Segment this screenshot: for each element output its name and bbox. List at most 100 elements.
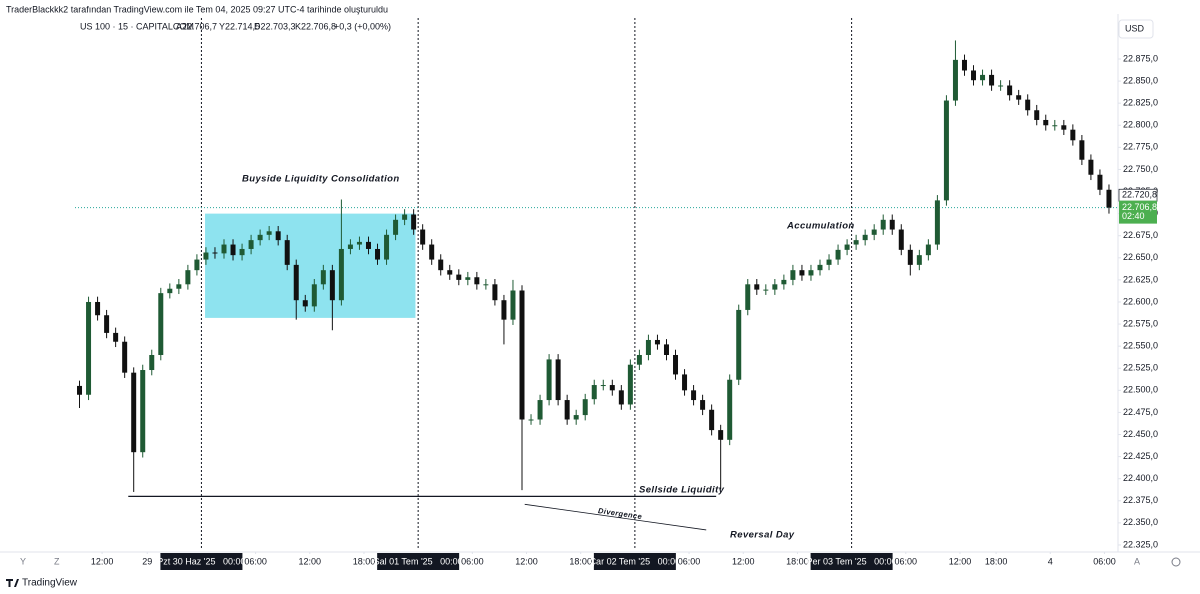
- zone: [205, 213, 416, 318]
- candle-body: [122, 341, 128, 373]
- candle-body: [790, 270, 796, 280]
- candle-body: [456, 274, 462, 280]
- price-marker-label: 22.720,8: [1122, 190, 1157, 200]
- candle-body: [754, 284, 760, 290]
- candle-body: [736, 309, 742, 380]
- candle-body: [952, 59, 958, 101]
- candle-body: [582, 399, 588, 416]
- countdown: 02:40: [1122, 211, 1145, 221]
- y-tick-label: 22.375,0: [1123, 495, 1158, 505]
- candle-body: [907, 249, 913, 265]
- candle-body: [934, 200, 940, 245]
- candle-body: [663, 344, 669, 355]
- candle-body: [311, 284, 317, 307]
- candle-body: [826, 259, 832, 265]
- y-tick-label: 22.600,0: [1123, 296, 1158, 306]
- y-tick-label: 22.525,0: [1123, 363, 1158, 373]
- axis-button[interactable]: Z: [54, 556, 60, 566]
- candle-body: [898, 229, 904, 250]
- annotation: Sellside Liquidity: [639, 485, 725, 496]
- candle-body: [347, 244, 353, 249]
- candle-body: [275, 231, 281, 241]
- x-tick-label: 12:00: [949, 556, 972, 566]
- candle-body: [573, 415, 579, 420]
- candle-body: [555, 359, 561, 401]
- candle-body: [320, 270, 326, 285]
- open-value: A22.706,7: [176, 21, 217, 31]
- candle-body: [609, 385, 615, 391]
- y-tick-label: 22.675,0: [1123, 230, 1158, 240]
- candle-body: [492, 284, 498, 301]
- candle-body: [781, 279, 787, 285]
- candle-body: [600, 385, 606, 387]
- candle-body: [212, 252, 218, 254]
- x-tick-label: 4: [1048, 556, 1053, 566]
- x-tick-label: 18:00: [569, 556, 592, 566]
- change-value: +0,3 (+0,00%): [334, 21, 391, 31]
- candle-body: [916, 255, 922, 265]
- candle-body: [654, 339, 660, 345]
- axis-button[interactable]: A: [1134, 556, 1140, 566]
- axis-button[interactable]: Y: [20, 556, 26, 566]
- symbol: US 100 · 15 · CAPITALCOM: [80, 21, 194, 31]
- candle-body: [1007, 85, 1013, 96]
- trend-line: [524, 503, 707, 531]
- candle-body: [853, 240, 859, 245]
- candle-body: [1088, 159, 1094, 175]
- candle-body: [519, 290, 525, 420]
- x-tick-label: 18:00: [786, 556, 809, 566]
- candle-body: [104, 315, 110, 333]
- candle-body: [1043, 119, 1049, 126]
- candle-body: [1061, 125, 1067, 130]
- last-price-label: 22.706,8: [1122, 202, 1157, 212]
- candle-body: [185, 270, 191, 285]
- candle-body: [338, 248, 344, 301]
- logo: [6, 579, 19, 587]
- time-label-box: [377, 553, 460, 570]
- candle-body: [961, 59, 967, 71]
- candle-body: [465, 277, 471, 280]
- y-tick-label: 22.775,0: [1123, 142, 1158, 152]
- candle-body: [221, 244, 227, 254]
- candle-body: [727, 379, 733, 440]
- annotation: Buyside Liquidity Consolidation: [242, 174, 400, 185]
- x-tick-label: 18:00: [985, 556, 1008, 566]
- x-tick-label: 12:00: [299, 556, 322, 566]
- candle-body: [411, 214, 417, 230]
- x-tick-label: Per 03 Tem '25 00:00: [807, 556, 897, 566]
- x-tick-label: 12:00: [732, 556, 755, 566]
- candle-body: [302, 300, 308, 307]
- candle-body: [429, 244, 435, 260]
- candle-body: [546, 359, 552, 401]
- high-value: Y22.714,5: [219, 21, 260, 31]
- y-tick-label: 22.400,0: [1123, 473, 1158, 483]
- candle-body: [980, 74, 986, 81]
- candle-body: [230, 244, 236, 256]
- last-price-box: [1119, 200, 1157, 224]
- candle-body: [257, 234, 263, 241]
- currency-box[interactable]: [1118, 19, 1154, 39]
- candle-body: [943, 100, 949, 201]
- candle-body: [384, 234, 390, 260]
- x-tick-label: 12:00: [515, 556, 538, 566]
- candle-body: [618, 390, 624, 405]
- candle-body: [1097, 174, 1103, 190]
- y-tick-label: 22.875,0: [1123, 53, 1158, 63]
- candle-body: [420, 229, 426, 245]
- candle-body: [1052, 125, 1058, 127]
- candle-body: [149, 354, 155, 371]
- settings-icon[interactable]: [1171, 557, 1181, 567]
- x-tick-label: Çar 02 Tem '25 00:00: [590, 556, 681, 566]
- candle-body: [176, 284, 182, 289]
- candle-body: [131, 372, 137, 453]
- candle-body: [673, 354, 679, 375]
- y-tick-label: 22.750,0: [1123, 164, 1158, 174]
- candle-body: [682, 374, 688, 391]
- candle-body: [293, 264, 299, 301]
- candle-body: [971, 70, 977, 81]
- candle-body: [393, 219, 399, 235]
- candle-body: [745, 284, 751, 310]
- y-tick-label: 22.425,0: [1123, 451, 1158, 461]
- time-label-box: [160, 553, 243, 570]
